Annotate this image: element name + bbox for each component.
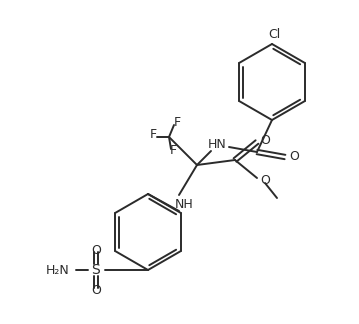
Text: O: O <box>260 133 270 146</box>
Text: O: O <box>91 284 101 296</box>
Text: O: O <box>260 173 270 187</box>
Text: S: S <box>92 263 101 277</box>
Text: O: O <box>91 244 101 257</box>
Text: F: F <box>173 117 181 130</box>
Text: HN: HN <box>208 138 227 152</box>
Text: Cl: Cl <box>268 28 280 40</box>
Text: O: O <box>289 151 299 164</box>
Text: NH: NH <box>174 199 194 212</box>
Text: F: F <box>169 145 177 157</box>
Text: F: F <box>149 129 157 142</box>
Text: H₂N: H₂N <box>46 263 70 276</box>
